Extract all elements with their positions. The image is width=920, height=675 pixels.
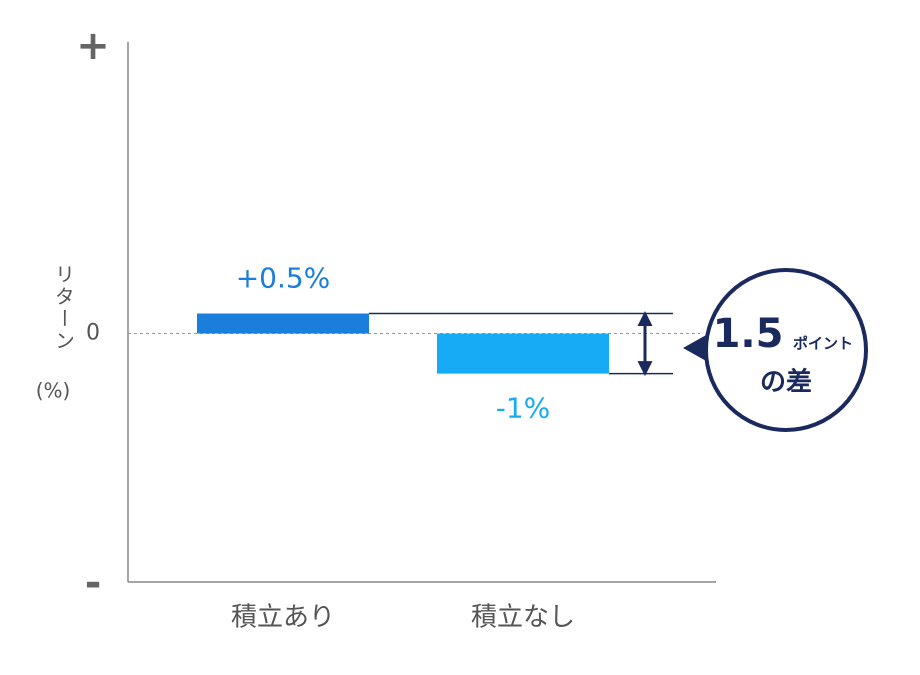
- y-tick-label: +: [76, 23, 110, 69]
- x-tick-label: 積立なし: [471, 603, 575, 633]
- value-label: +0.5%: [236, 262, 331, 295]
- value-label: -1%: [496, 392, 551, 425]
- callout-unit: ポイント: [793, 335, 853, 353]
- bar: [197, 313, 369, 334]
- bar: [437, 333, 609, 374]
- y-tick-label: -: [85, 560, 102, 606]
- y-tick-label: 0: [86, 321, 100, 346]
- callout: 1.5 ポイント の差: [683, 268, 868, 432]
- callout-suffix: の差: [760, 367, 812, 398]
- x-tick-label: 積立あり: [231, 603, 335, 633]
- y-axis-unit: (%): [36, 379, 71, 403]
- callout-value: 1.5: [713, 311, 784, 357]
- y-axis-label: リターン: [52, 264, 76, 352]
